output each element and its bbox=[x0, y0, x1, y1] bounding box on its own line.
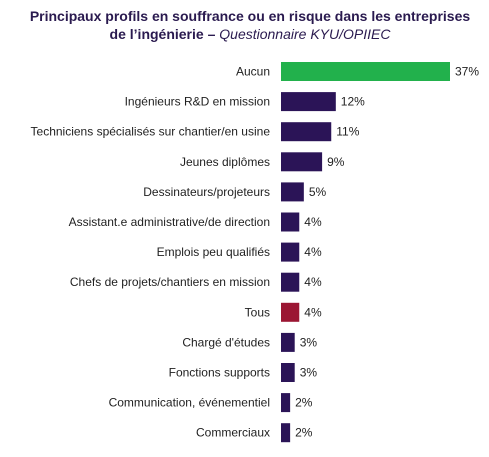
category-label-ingenieurs-r-d-en-mission: Ingénieurs R&D en mission bbox=[125, 95, 270, 109]
bar-jeunes-diplomes bbox=[281, 152, 323, 172]
category-label-commerciaux: Commerciaux bbox=[196, 426, 270, 440]
value-label-aucun: 37% bbox=[455, 65, 479, 79]
category-label-dessinateurs-projeteurs: Dessinateurs/projeteurs bbox=[143, 185, 270, 199]
value-label-dessinateurs-projeteurs: 5% bbox=[309, 185, 327, 199]
bar-chefs-de-projets-chantiers-en-mission bbox=[281, 272, 300, 292]
value-label-commerciaux: 2% bbox=[295, 426, 313, 440]
value-label-emplois-peu-qualifies: 4% bbox=[304, 245, 322, 259]
bar-techniciens-specialises-sur-chantier-en-usine bbox=[281, 122, 332, 142]
category-label-assistant-e-administrative-de-direction: Assistant.e administrative/de direction bbox=[69, 215, 270, 229]
bar-charge-d-etudes bbox=[281, 332, 295, 352]
category-label-aucun: Aucun bbox=[236, 65, 270, 79]
chart-source: Questionnaire KYU/OPIIEC bbox=[219, 26, 391, 42]
bar-aucun bbox=[281, 62, 450, 81]
bar-emplois-peu-qualifies bbox=[281, 242, 300, 262]
chart-title-main: Principaux profils en souffrance ou en r… bbox=[29, 8, 471, 42]
category-label-charge-d-etudes: Chargé d'études bbox=[182, 335, 270, 349]
bar-commerciaux bbox=[281, 423, 291, 443]
value-label-techniciens-specialises-sur-chantier-en-usine: 11% bbox=[336, 125, 359, 139]
category-label-techniciens-specialises-sur-chantier-en-usine: Techniciens spécialisés sur chantier/en … bbox=[31, 125, 271, 139]
category-label-emplois-peu-qualifies: Emplois peu qualifiés bbox=[157, 245, 270, 259]
value-label-tous: 4% bbox=[304, 305, 322, 319]
bar-dessinateurs-projeteurs bbox=[281, 182, 304, 202]
chart-title: Principaux profils en souffrance ou en r… bbox=[20, 7, 480, 43]
bar-communication-evenementiel bbox=[281, 393, 291, 413]
value-label-communication-evenementiel: 2% bbox=[295, 396, 313, 410]
bar-ingenieurs-r-d-en-mission bbox=[281, 92, 336, 112]
category-label-jeunes-diplomes: Jeunes diplômes bbox=[180, 155, 270, 169]
value-label-charge-d-etudes: 3% bbox=[300, 335, 318, 349]
value-label-fonctions-supports: 3% bbox=[300, 366, 318, 380]
bar-tous bbox=[281, 302, 300, 322]
bar-assistant-e-administrative-de-direction bbox=[281, 212, 300, 232]
value-label-ingenieurs-r-d-en-mission: 12% bbox=[341, 95, 365, 109]
category-label-communication-evenementiel: Communication, événementiel bbox=[109, 396, 270, 410]
category-label-tous: Tous bbox=[245, 305, 270, 319]
value-label-assistant-e-administrative-de-direction: 4% bbox=[304, 215, 322, 229]
value-label-jeunes-diplomes: 9% bbox=[327, 155, 345, 169]
value-label-chefs-de-projets-chantiers-en-mission: 4% bbox=[304, 275, 322, 289]
bar-fonctions-supports bbox=[281, 363, 295, 382]
category-label-chefs-de-projets-chantiers-en-mission: Chefs de projets/chantiers en mission bbox=[70, 275, 270, 289]
title-dash: – bbox=[207, 26, 220, 42]
category-label-fonctions-supports: Fonctions supports bbox=[169, 366, 270, 380]
